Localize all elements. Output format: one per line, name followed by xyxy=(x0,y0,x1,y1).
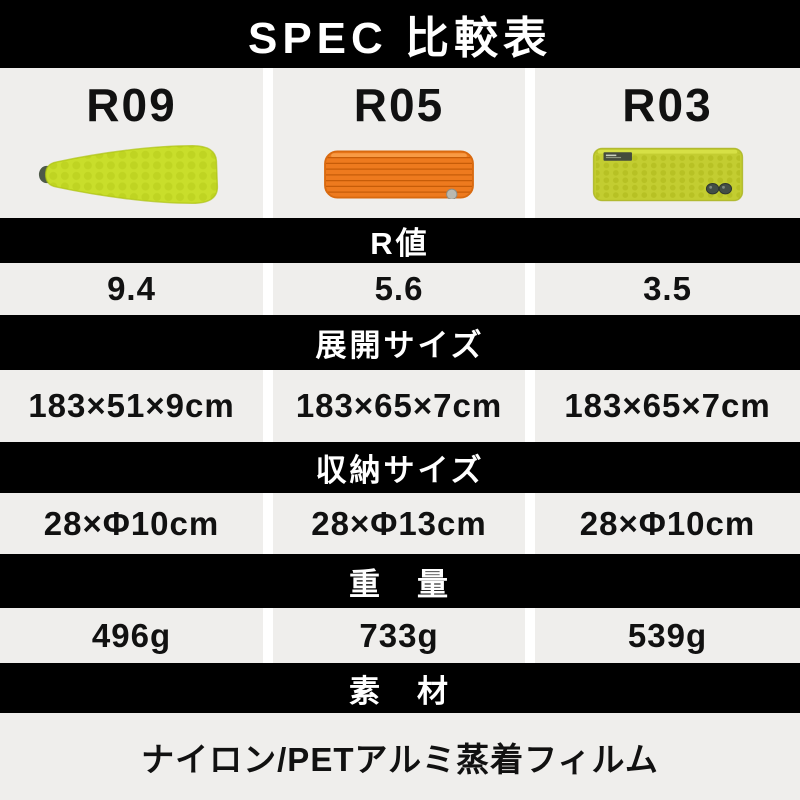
weight-r09: 496g xyxy=(0,608,263,663)
section-label: 収納サイズ xyxy=(315,453,485,488)
model-name-r03: R03 xyxy=(622,79,713,131)
section-label: 重 量 xyxy=(349,566,451,602)
packed-size-row: 28×Φ10cm 28×Φ13cm 28×Φ10cm xyxy=(0,493,800,554)
unfolded-size-row: 183×51×9cm 183×65×7cm 183×65×7cm xyxy=(0,370,800,442)
packed-size-r03: 28×Φ10cm xyxy=(535,493,800,554)
material-row: ナイロン/PETアルミ蒸着フィルム xyxy=(0,713,800,800)
product-image-wrap xyxy=(0,131,263,218)
product-column-r05: R05 xyxy=(273,68,525,218)
r05-tube-pad-image xyxy=(324,150,474,199)
weight-r05: 733g xyxy=(273,608,525,663)
weight-row: 496g 733g 539g xyxy=(0,608,800,663)
title-bar: SPEC 比較表 xyxy=(0,0,800,68)
section-header-unfolded-size: 展開サイズ xyxy=(0,315,800,370)
r09-mummy-pad-image xyxy=(38,144,218,204)
product-column-r03: R03 xyxy=(535,68,800,218)
packed-size-r05: 28×Φ13cm xyxy=(273,493,525,554)
model-name-r05: R05 xyxy=(353,79,445,131)
product-header-row: R09 R05 xyxy=(0,68,800,218)
unfolded-size-r09: 183×51×9cm xyxy=(0,370,263,442)
section-header-r-value: R値 xyxy=(0,218,800,263)
page-title: SPEC 比較表 xyxy=(247,14,553,63)
unfolded-size-r03: 183×65×7cm xyxy=(535,370,800,442)
r-value-r05: 5.6 xyxy=(273,263,525,315)
product-image-wrap xyxy=(273,131,525,218)
unfolded-size-r05: 183×65×7cm xyxy=(273,370,525,442)
r-value-row: 9.4 5.6 3.5 xyxy=(0,263,800,315)
weight-r03: 539g xyxy=(535,608,800,663)
packed-size-r09: 28×Φ10cm xyxy=(0,493,263,554)
section-label: R値 xyxy=(370,226,430,261)
r-value-r09: 9.4 xyxy=(0,263,263,315)
section-label: 素 材 xyxy=(349,673,451,709)
section-label: 展開サイズ xyxy=(315,328,485,363)
r03-dimple-pad-image xyxy=(592,147,743,202)
r-value-r03: 3.5 xyxy=(535,263,800,315)
section-header-weight: 重 量 xyxy=(0,554,800,608)
section-header-material: 素 材 xyxy=(0,663,800,713)
product-column-r09: R09 xyxy=(0,68,263,218)
model-name-r09: R09 xyxy=(86,79,177,131)
material-value: ナイロン/PETアルミ蒸着フィルム xyxy=(141,740,659,778)
section-header-packed-size: 収納サイズ xyxy=(0,442,800,493)
product-image-wrap xyxy=(535,131,800,218)
